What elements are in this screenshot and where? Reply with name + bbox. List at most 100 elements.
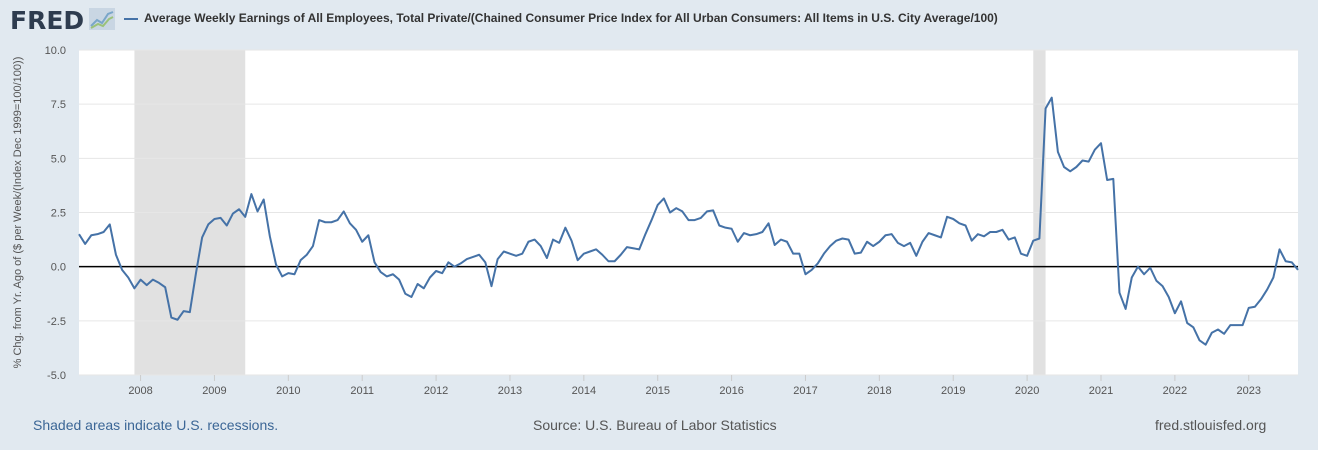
data-point[interactable] — [865, 239, 870, 244]
data-point[interactable] — [347, 221, 352, 226]
data-point[interactable] — [828, 244, 833, 249]
data-point[interactable] — [618, 252, 623, 257]
data-point[interactable] — [951, 217, 956, 222]
data-point[interactable] — [852, 251, 857, 256]
data-point[interactable] — [1259, 297, 1264, 302]
data-point[interactable] — [729, 226, 734, 231]
data-point[interactable] — [1296, 267, 1301, 272]
data-point[interactable] — [298, 258, 303, 263]
data-point[interactable] — [877, 239, 882, 244]
data-point[interactable] — [477, 252, 482, 257]
data-point[interactable] — [1289, 260, 1294, 265]
data-point[interactable] — [1006, 237, 1011, 242]
data-point[interactable] — [335, 218, 340, 223]
data-point[interactable] — [1062, 165, 1067, 170]
data-point[interactable] — [378, 270, 383, 275]
data-point[interactable] — [1172, 311, 1177, 316]
data-point[interactable] — [551, 237, 556, 242]
data-point[interactable] — [354, 227, 359, 232]
data-point[interactable] — [366, 233, 371, 238]
data-point[interactable] — [280, 274, 285, 279]
data-point[interactable] — [323, 220, 328, 225]
data-point[interactable] — [77, 232, 82, 237]
data-point[interactable] — [883, 233, 888, 238]
data-point[interactable] — [668, 210, 673, 215]
data-point[interactable] — [1105, 178, 1110, 183]
data-point[interactable] — [969, 238, 974, 243]
data-point[interactable] — [1142, 272, 1147, 277]
data-point[interactable] — [871, 244, 876, 249]
data-point[interactable] — [181, 309, 186, 314]
data-point[interactable] — [926, 231, 931, 236]
data-point[interactable] — [735, 239, 740, 244]
data-point[interactable] — [440, 271, 445, 276]
data-point[interactable] — [329, 220, 334, 225]
data-point[interactable] — [1135, 264, 1140, 269]
data-point[interactable] — [791, 251, 796, 256]
data-point[interactable] — [1234, 323, 1239, 328]
data-point[interactable] — [600, 252, 605, 257]
data-point[interactable] — [785, 239, 790, 244]
legend-series-label[interactable]: Average Weekly Earnings of All Employees… — [144, 11, 998, 25]
data-point[interactable] — [218, 215, 223, 220]
site-link[interactable]: fred.stlouisfed.org — [1155, 417, 1267, 433]
data-point[interactable] — [144, 283, 149, 288]
data-point[interactable] — [520, 251, 525, 256]
data-point[interactable] — [224, 223, 229, 228]
data-point[interactable] — [717, 223, 722, 228]
data-point[interactable] — [809, 267, 814, 272]
data-point[interactable] — [1265, 287, 1270, 292]
data-point[interactable] — [778, 237, 783, 242]
data-point[interactable] — [920, 239, 925, 244]
data-point[interactable] — [1068, 169, 1073, 174]
data-point[interactable] — [390, 272, 395, 277]
data-point[interactable] — [840, 236, 845, 241]
data-point[interactable] — [994, 230, 999, 235]
data-point[interactable] — [704, 209, 709, 214]
data-point[interactable] — [858, 250, 863, 255]
data-point[interactable] — [120, 267, 125, 272]
data-point[interactable] — [914, 253, 919, 258]
data-point[interactable] — [612, 259, 617, 264]
data-point[interactable] — [1092, 147, 1097, 152]
data-point[interactable] — [1209, 330, 1214, 335]
data-point[interactable] — [754, 232, 759, 237]
data-point[interactable] — [249, 192, 254, 197]
data-point[interactable] — [569, 238, 574, 243]
data-point[interactable] — [1086, 159, 1091, 164]
data-point[interactable] — [624, 245, 629, 250]
data-point[interactable] — [575, 258, 580, 263]
data-point[interactable] — [1166, 295, 1171, 300]
data-point[interactable] — [150, 277, 155, 282]
data-point[interactable] — [292, 272, 297, 277]
data-point[interactable] — [187, 310, 192, 315]
data-point[interactable] — [163, 285, 168, 290]
data-point[interactable] — [772, 243, 777, 248]
data-point[interactable] — [138, 277, 143, 282]
data-point[interactable] — [957, 221, 962, 226]
data-point[interactable] — [397, 277, 402, 282]
data-point[interactable] — [434, 269, 439, 274]
data-point[interactable] — [230, 211, 235, 216]
data-point[interactable] — [175, 317, 180, 322]
data-point[interactable] — [1018, 251, 1023, 256]
data-point[interactable] — [631, 246, 636, 251]
data-point[interactable] — [945, 214, 950, 219]
data-point[interactable] — [563, 225, 568, 230]
data-point[interactable] — [1222, 331, 1227, 336]
data-point[interactable] — [834, 238, 839, 243]
data-point[interactable] — [975, 232, 980, 237]
data-point[interactable] — [360, 239, 365, 244]
data-point[interactable] — [471, 254, 476, 259]
data-point[interactable] — [649, 218, 654, 223]
data-point[interactable] — [1111, 176, 1116, 181]
data-point[interactable] — [113, 252, 118, 257]
data-point[interactable] — [1179, 299, 1184, 304]
data-point[interactable] — [557, 240, 562, 245]
data-point[interactable] — [304, 252, 309, 257]
data-point[interactable] — [409, 295, 414, 300]
data-point[interactable] — [101, 230, 106, 235]
data-point[interactable] — [741, 231, 746, 236]
data-point[interactable] — [458, 261, 463, 266]
data-point[interactable] — [310, 244, 315, 249]
